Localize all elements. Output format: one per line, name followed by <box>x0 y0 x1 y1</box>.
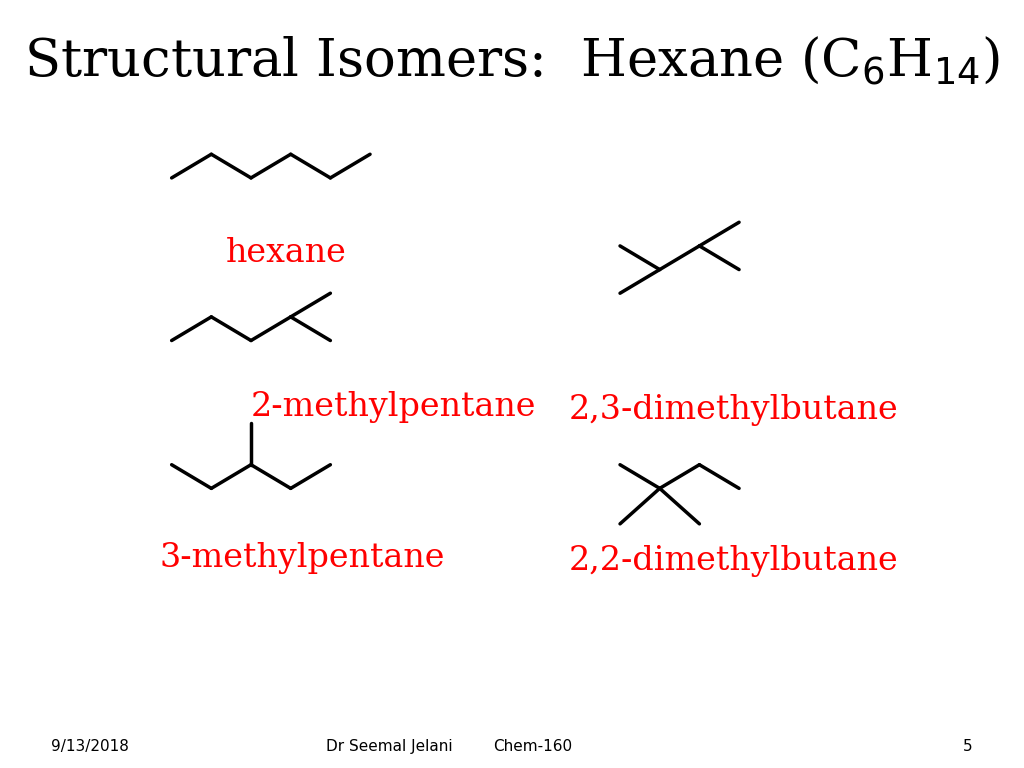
Text: hexane: hexane <box>226 237 347 269</box>
Text: Dr Seemal Jelani: Dr Seemal Jelani <box>326 739 453 754</box>
Text: 2,2-dimethylbutane: 2,2-dimethylbutane <box>568 545 898 577</box>
Text: Structural Isomers:  Hexane (C$_6$H$_{14}$): Structural Isomers: Hexane (C$_6$H$_{14}… <box>24 35 1000 88</box>
Text: 2-methylpentane: 2-methylpentane <box>251 391 537 423</box>
Text: 2,3-dimethylbutane: 2,3-dimethylbutane <box>568 394 898 425</box>
Text: 9/13/2018: 9/13/2018 <box>51 739 129 754</box>
Text: 5: 5 <box>964 739 973 754</box>
Text: 3-methylpentane: 3-methylpentane <box>160 541 445 574</box>
Text: Chem-160: Chem-160 <box>493 739 572 754</box>
